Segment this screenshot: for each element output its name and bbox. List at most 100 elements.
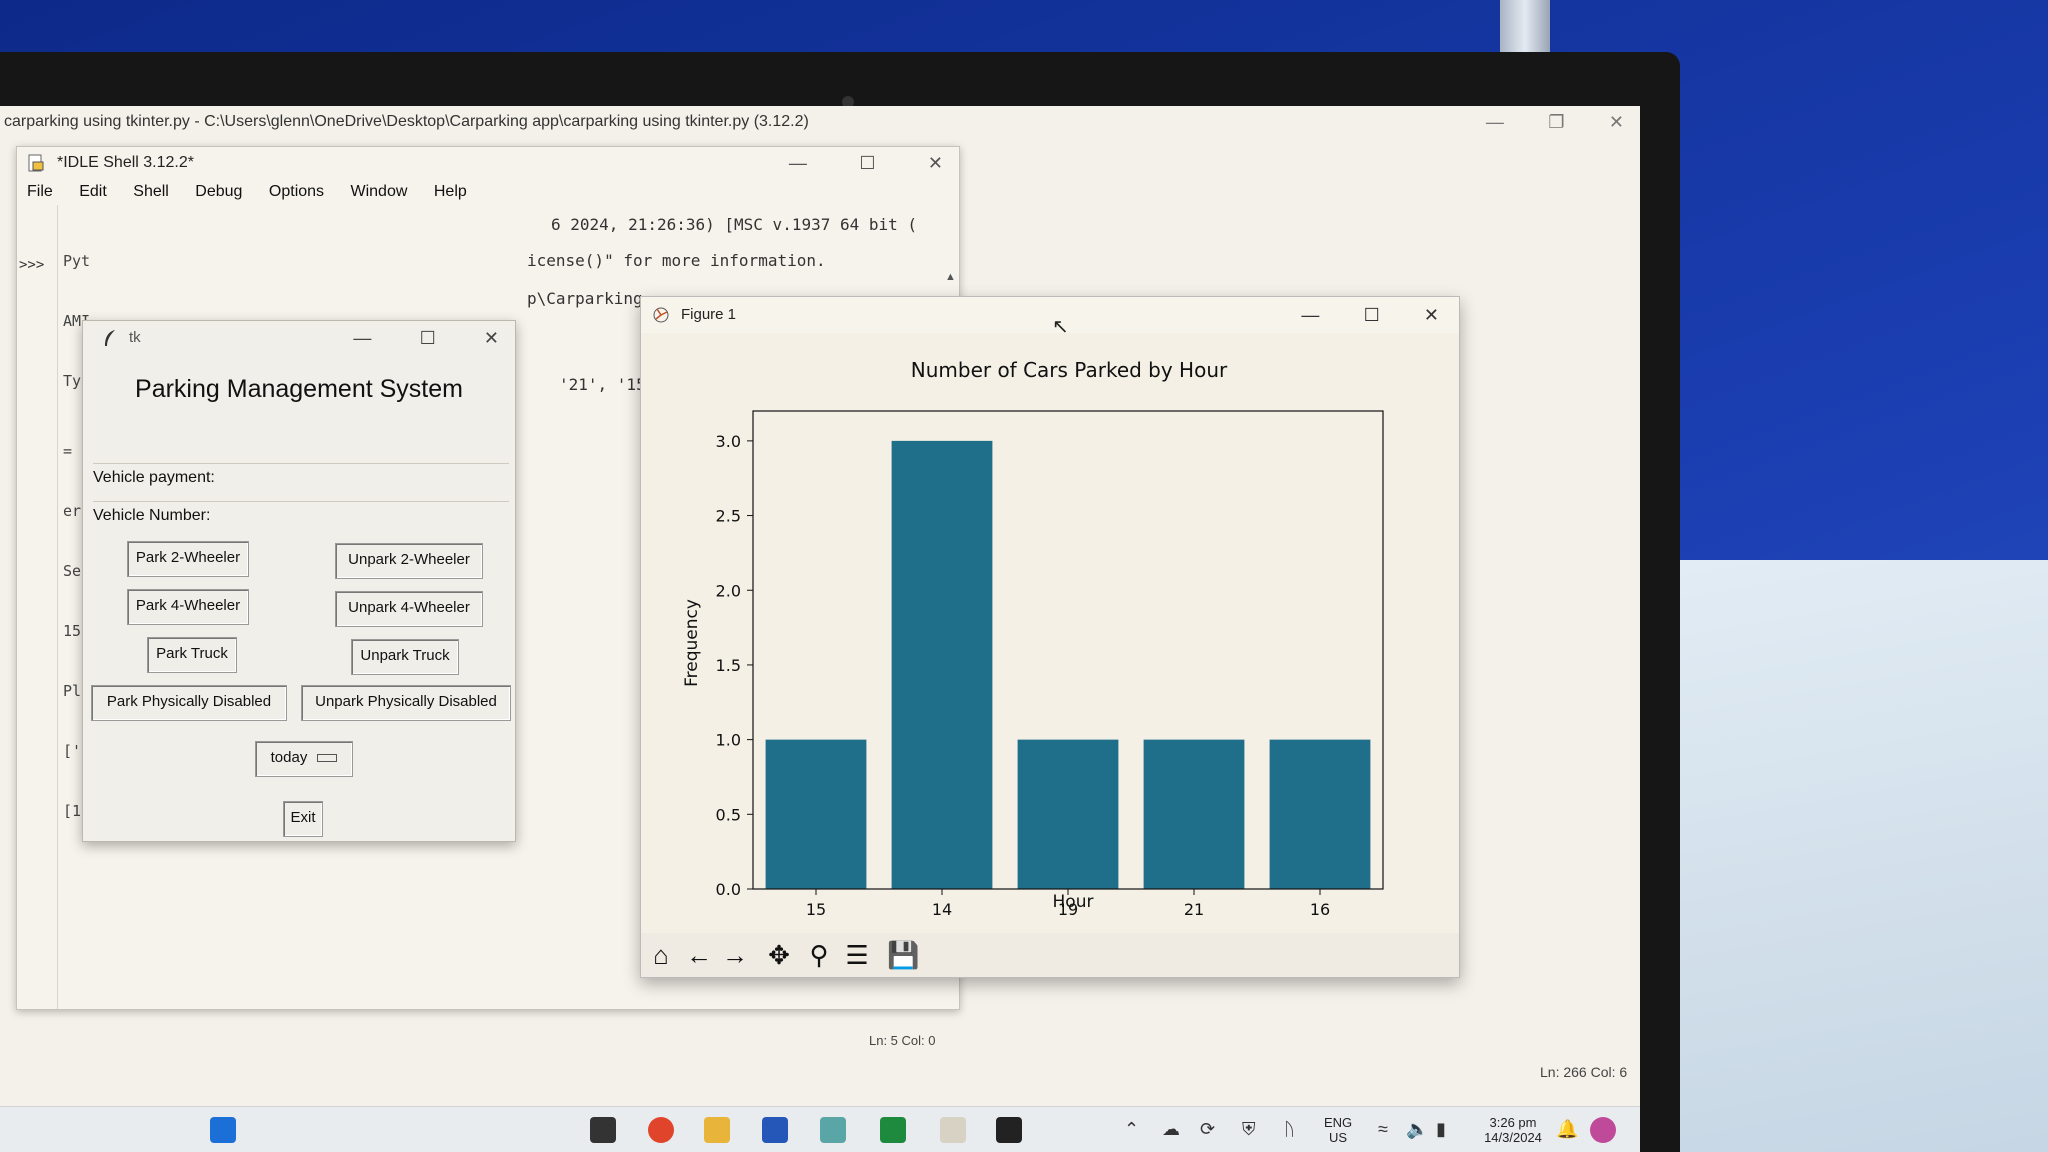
close-icon[interactable]: ✕ xyxy=(927,153,943,173)
bar xyxy=(1017,739,1119,889)
sync-icon[interactable]: ⟳ xyxy=(1200,1119,1216,1139)
tk-title-bar[interactable]: tk — ☐ ✕ xyxy=(83,321,515,355)
maximize-icon[interactable]: ☐ xyxy=(1363,305,1380,325)
x-tick-label: 15 xyxy=(806,900,826,919)
home-icon[interactable]: ⌂ xyxy=(653,940,669,970)
y-tick-label: 3.0 xyxy=(716,432,741,451)
x-axis-label: Hour xyxy=(1053,892,1094,912)
menu-debug[interactable]: Debug xyxy=(195,183,243,200)
shell-prompt: >>> xyxy=(19,257,45,273)
x-tick-label: 21 xyxy=(1184,900,1204,919)
chrome-icon[interactable] xyxy=(648,1117,674,1143)
date-option-value: today xyxy=(270,749,308,766)
save-icon[interactable]: 💾 xyxy=(887,940,920,970)
app-heading: Parking Management System xyxy=(135,375,463,403)
app-icon[interactable] xyxy=(820,1117,846,1143)
x-tick-label: 16 xyxy=(1310,900,1330,919)
shell-line: p\Carparking xyxy=(527,289,643,308)
bluetooth-icon[interactable]: ᚢ xyxy=(1284,1119,1295,1139)
file-explorer-icon[interactable] xyxy=(704,1117,730,1143)
unpark-physically-disabled-button[interactable]: Unpark Physically Disabled xyxy=(301,685,511,721)
forward-arrow-icon[interactable]: → xyxy=(722,940,748,970)
y-tick-label: 2.5 xyxy=(716,507,741,526)
tk-app-window[interactable]: tk — ☐ ✕ Parking Management System Vehic… xyxy=(82,320,516,842)
idle-title-bar[interactable]: *IDLE Shell 3.12.2* — ☐ ✕ xyxy=(17,147,959,179)
python-file-icon xyxy=(28,154,44,172)
mouse-cursor-icon: ↖ xyxy=(1052,316,1069,338)
store-icon[interactable] xyxy=(762,1117,788,1143)
bar xyxy=(765,739,867,889)
vehicle-payment-field[interactable]: Vehicle payment: xyxy=(93,463,509,492)
editor-title-bar: carparking using tkinter.py - C:\Users\g… xyxy=(0,106,1640,138)
park-2-wheeler-button[interactable]: Park 2-Wheeler xyxy=(127,541,249,577)
taskview-icon[interactable] xyxy=(590,1117,616,1143)
park-physically-disabled-button[interactable]: Park Physically Disabled xyxy=(91,685,287,721)
configure-subplots-icon[interactable]: ☰ xyxy=(845,940,869,970)
maximize-icon[interactable]: ☐ xyxy=(419,328,436,348)
menu-window[interactable]: Window xyxy=(350,183,408,200)
language-indicator[interactable]: ENG US xyxy=(1324,1115,1352,1145)
shell-line: 6 2024, 21:26:36) [MSC v.1937 64 bit ( xyxy=(551,215,918,234)
y-tick-label: 0.0 xyxy=(716,880,741,899)
park-4-wheeler-button[interactable]: Park 4-Wheeler xyxy=(127,589,249,625)
scroll-up-arrow-icon[interactable]: ▲ xyxy=(945,271,956,283)
exit-button[interactable]: Exit xyxy=(283,801,323,837)
shell-fragment: [' xyxy=(63,742,82,760)
maximize-icon[interactable]: ☐ xyxy=(859,153,876,173)
python-icon[interactable] xyxy=(940,1117,966,1143)
unpark-4-wheeler-button[interactable]: Unpark 4-Wheeler xyxy=(335,591,483,627)
park-truck-button[interactable]: Park Truck xyxy=(147,637,237,673)
battery-icon[interactable]: ▮ xyxy=(1436,1119,1446,1139)
y-tick-label: 2.0 xyxy=(716,581,741,600)
unpark-truck-button[interactable]: Unpark Truck xyxy=(351,639,459,675)
wifi-icon[interactable]: ≈ xyxy=(1378,1119,1388,1139)
restore-icon[interactable]: ❐ xyxy=(1548,112,1565,132)
pan-icon[interactable]: ✥ xyxy=(768,940,790,970)
menu-edit[interactable]: Edit xyxy=(79,183,107,200)
tk-feather-icon xyxy=(105,330,115,346)
notification-bell-icon[interactable]: 🔔 xyxy=(1556,1119,1579,1139)
copilot-icon[interactable] xyxy=(1590,1117,1616,1143)
idle-title: *IDLE Shell 3.12.2* xyxy=(57,154,194,171)
menu-help[interactable]: Help xyxy=(433,183,467,200)
shell-line: icense()" for more information. xyxy=(527,251,826,270)
figure-window[interactable]: Figure 1 — ☐ ✕ Number of Cars Parked by … xyxy=(640,296,1460,978)
minimize-icon[interactable]: — xyxy=(353,328,372,348)
unpark-2-wheeler-button[interactable]: Unpark 2-Wheeler xyxy=(335,543,483,579)
vehicle-number-field[interactable]: Vehicle Number: xyxy=(93,501,509,530)
x-tick-label: 14 xyxy=(932,900,952,919)
zoom-icon[interactable]: ⚲ xyxy=(809,940,829,970)
editor-title: carparking using tkinter.py - C:\Users\g… xyxy=(4,113,809,130)
minimize-icon[interactable]: — xyxy=(1485,112,1504,132)
chevron-up-icon[interactable]: ⌃ xyxy=(1124,1119,1140,1139)
start-icon[interactable] xyxy=(210,1117,236,1143)
menu-file[interactable]: File xyxy=(27,183,53,200)
close-icon[interactable]: ✕ xyxy=(483,328,499,348)
idle-status: Ln: 5 Col: 0 xyxy=(869,1033,936,1048)
figure-title: Figure 1 xyxy=(681,306,737,323)
menu-shell[interactable]: Shell xyxy=(133,183,169,200)
close-icon[interactable]: ✕ xyxy=(1423,305,1439,325)
cloud-icon[interactable]: ☁ xyxy=(1162,1119,1180,1139)
matplotlib-icon xyxy=(653,307,669,323)
figure-title-bar[interactable]: Figure 1 — ☐ ✕ xyxy=(641,297,1459,333)
shell-gutter: >>> xyxy=(17,205,58,1009)
close-icon[interactable]: ✕ xyxy=(1608,112,1624,132)
minimize-icon[interactable]: — xyxy=(1301,305,1320,325)
shell-fragment: 15 xyxy=(63,622,82,640)
bar-chart: Number of Cars Parked by Hour Hour Frequ… xyxy=(682,358,1384,919)
menu-options[interactable]: Options xyxy=(268,183,325,200)
shield-icon[interactable]: ⛨ xyxy=(1242,1119,1256,1139)
speaker-icon[interactable]: 🔈 xyxy=(1406,1119,1429,1139)
clock[interactable]: 3:26 pm 14/3/2024 xyxy=(1474,1115,1552,1145)
back-arrow-icon[interactable]: ← xyxy=(686,940,712,970)
y-axis-label: Frequency xyxy=(682,599,702,687)
x-tick-label: 19 xyxy=(1058,900,1078,919)
minimize-icon[interactable]: — xyxy=(788,153,807,173)
idle-menubar: File Edit Shell Debug Options Window Hel… xyxy=(17,179,959,205)
date-option-menu[interactable]: today xyxy=(255,741,353,777)
terminal-icon[interactable] xyxy=(996,1117,1022,1143)
screen: carparking using tkinter.py - C:\Users\g… xyxy=(0,106,1640,1152)
xbox-icon[interactable] xyxy=(880,1117,906,1143)
editor-status: Ln: 266 Col: 6 xyxy=(1540,1064,1628,1080)
